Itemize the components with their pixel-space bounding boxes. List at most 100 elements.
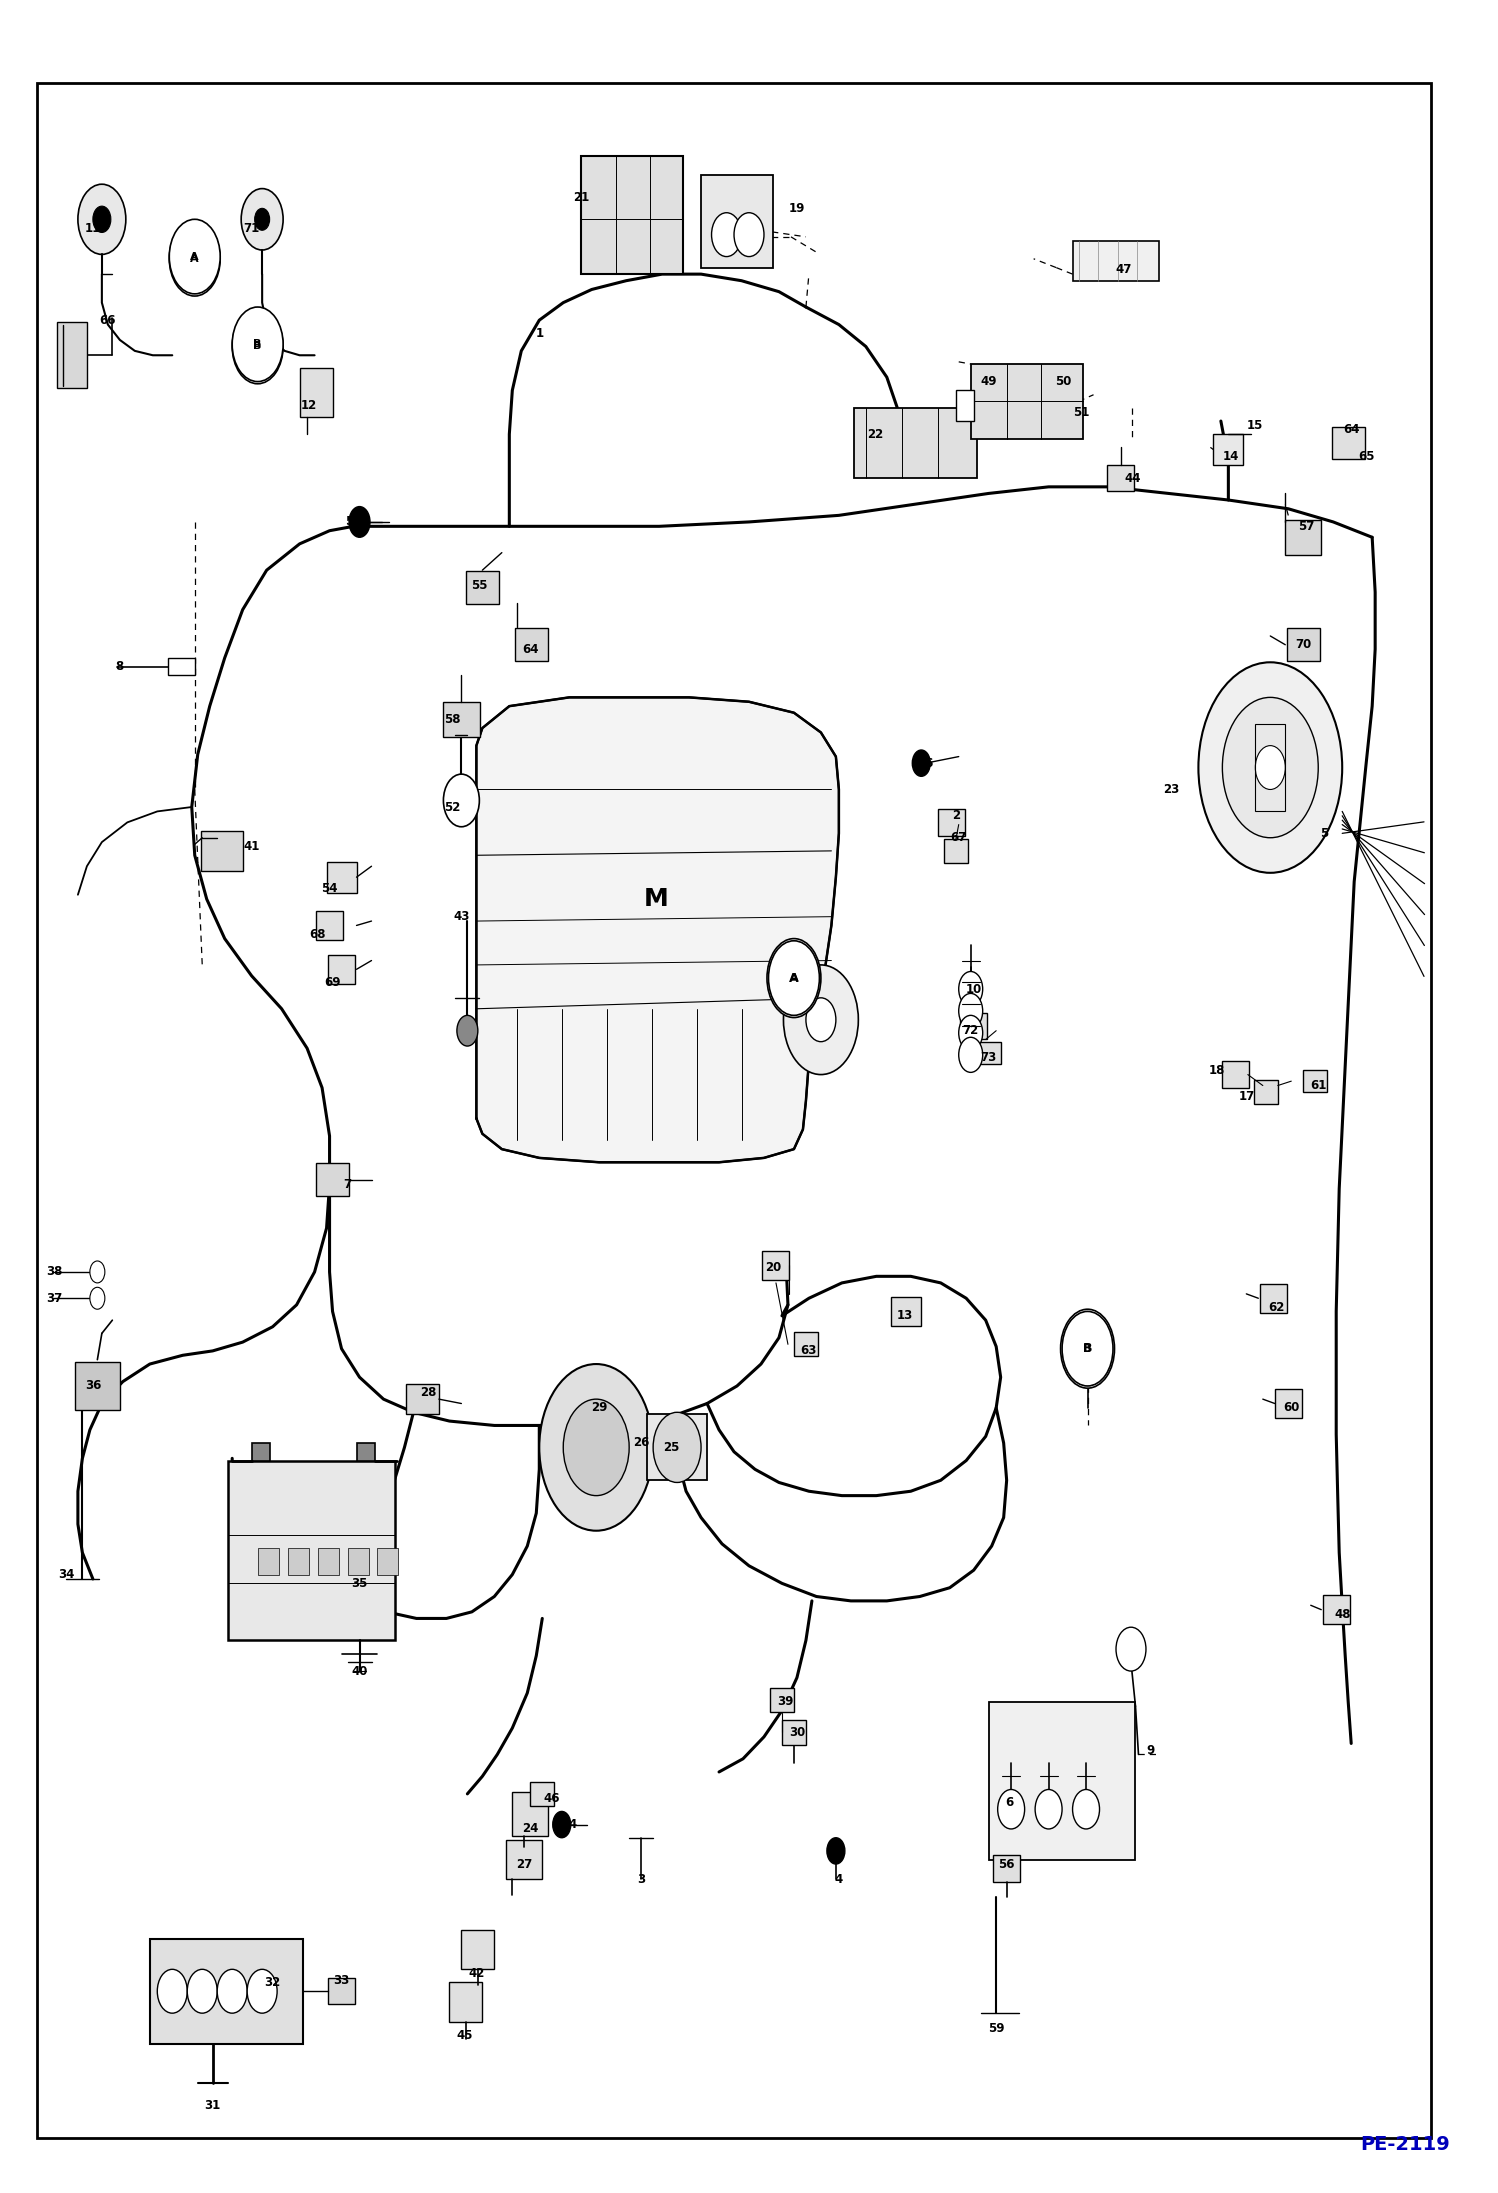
Bar (406, 1384, 439, 1414)
Text: 53: 53 (346, 515, 361, 529)
Text: 43: 43 (454, 910, 469, 923)
Text: 72: 72 (963, 1024, 978, 1037)
Bar (515, 627, 548, 662)
Bar (1073, 241, 1159, 281)
Bar (318, 1548, 339, 1575)
Text: 17: 17 (1239, 1090, 1254, 1103)
Text: 22: 22 (867, 428, 882, 441)
Circle shape (539, 1364, 653, 1531)
Bar (854, 408, 977, 478)
Bar (258, 1548, 279, 1575)
Text: 6: 6 (1005, 1796, 1014, 1809)
Polygon shape (476, 697, 839, 1162)
Bar (1275, 1390, 1302, 1419)
Circle shape (1061, 1309, 1115, 1388)
Text: 68: 68 (309, 928, 327, 941)
Circle shape (783, 965, 858, 1075)
Circle shape (998, 1789, 1025, 1829)
Circle shape (232, 307, 283, 382)
Text: 64: 64 (521, 643, 539, 656)
Bar (1107, 465, 1134, 491)
Text: 70: 70 (1296, 638, 1311, 651)
Text: 18: 18 (1209, 1064, 1224, 1077)
Bar (377, 1548, 398, 1575)
Text: 32: 32 (265, 1976, 280, 1989)
Bar (201, 831, 243, 871)
Text: 50: 50 (1056, 375, 1071, 388)
Circle shape (78, 184, 126, 254)
Bar (701, 175, 773, 268)
Text: 25: 25 (664, 1441, 679, 1454)
Text: 1: 1 (535, 327, 544, 340)
Text: 7: 7 (343, 1178, 352, 1191)
Circle shape (232, 309, 283, 384)
Circle shape (93, 206, 111, 232)
Bar (581, 156, 683, 274)
Circle shape (349, 507, 370, 537)
Bar (252, 1443, 270, 1461)
Text: B: B (253, 342, 262, 351)
Text: 15: 15 (1248, 419, 1263, 432)
Bar (1323, 1597, 1350, 1623)
Circle shape (767, 939, 821, 1018)
Circle shape (241, 189, 283, 250)
Bar (327, 862, 357, 893)
Circle shape (247, 1969, 277, 2013)
Bar (150, 1939, 303, 2044)
Text: 34: 34 (58, 1568, 73, 1581)
Text: 36: 36 (85, 1379, 100, 1393)
Bar (1222, 1061, 1249, 1088)
Bar (328, 954, 355, 982)
Bar (993, 1855, 1020, 1882)
Bar (1287, 627, 1320, 662)
Circle shape (1255, 746, 1285, 789)
Text: 56: 56 (998, 1857, 1016, 1871)
Circle shape (169, 221, 220, 296)
Circle shape (255, 208, 270, 230)
Text: 61: 61 (1311, 1079, 1326, 1092)
Text: 19: 19 (789, 202, 804, 215)
Bar (443, 702, 479, 737)
Text: 41: 41 (244, 840, 259, 853)
Text: 35: 35 (352, 1577, 367, 1590)
Bar (449, 1982, 482, 2022)
Bar (762, 1250, 789, 1281)
Text: 63: 63 (801, 1344, 816, 1357)
Circle shape (734, 213, 764, 257)
Text: 58: 58 (443, 713, 461, 726)
Text: 67: 67 (951, 831, 966, 844)
Circle shape (912, 750, 930, 776)
Text: 46: 46 (542, 1792, 560, 1805)
Text: 59: 59 (987, 2022, 1005, 2035)
Circle shape (157, 1969, 187, 2013)
Circle shape (768, 941, 819, 1015)
Text: 44: 44 (1124, 471, 1141, 485)
Circle shape (1073, 1789, 1100, 1829)
Bar (316, 912, 343, 939)
Text: 21: 21 (574, 191, 589, 204)
Text: 27: 27 (517, 1857, 532, 1871)
Circle shape (187, 1969, 217, 2013)
Text: B: B (1083, 1342, 1092, 1355)
Text: 3: 3 (637, 1873, 646, 1886)
Circle shape (90, 1261, 105, 1283)
Circle shape (827, 1838, 845, 1864)
Bar (770, 1689, 794, 1711)
Text: A: A (190, 252, 199, 261)
Bar (506, 1840, 542, 1879)
Text: B: B (1083, 1344, 1092, 1353)
Bar (794, 1331, 818, 1355)
Text: 8: 8 (115, 660, 124, 673)
Text: 2: 2 (951, 809, 960, 822)
Text: 65: 65 (1357, 450, 1375, 463)
Circle shape (712, 213, 742, 257)
Bar (461, 1930, 494, 1969)
Circle shape (563, 1399, 629, 1496)
Bar (328, 1978, 355, 2004)
Text: 51: 51 (1074, 406, 1089, 419)
Text: 47: 47 (1116, 263, 1131, 276)
Text: 24: 24 (523, 1822, 538, 1836)
Bar (75, 1362, 120, 1410)
Text: 31: 31 (205, 2099, 220, 2112)
Circle shape (1222, 697, 1318, 838)
